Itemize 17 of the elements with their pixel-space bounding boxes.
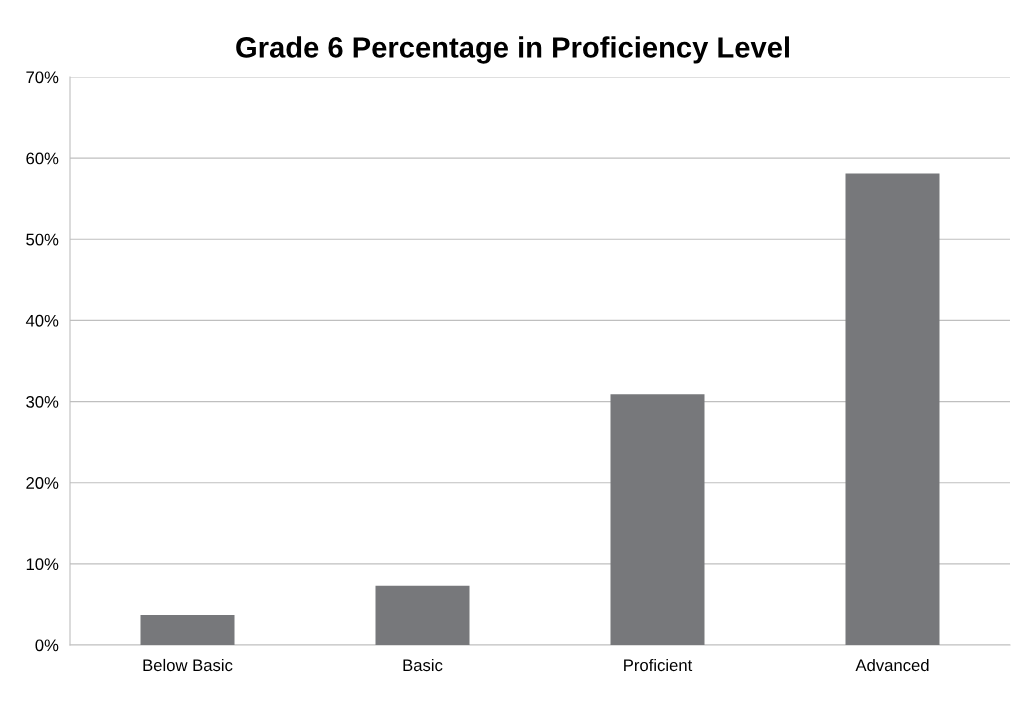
bar bbox=[845, 173, 940, 645]
x-tick-label: Below Basic bbox=[143, 658, 233, 672]
y-tick-label: 30% bbox=[26, 395, 59, 408]
x-tick-label: Proficient bbox=[624, 658, 693, 672]
y-tick-label: 20% bbox=[26, 477, 59, 489]
x-tick-label: Advanced bbox=[855, 658, 929, 672]
x-tick-label: Basic bbox=[403, 658, 443, 672]
y-tick-label: 60% bbox=[26, 152, 59, 165]
y-tick-label: 70% bbox=[26, 71, 59, 84]
bar bbox=[140, 614, 235, 645]
y-tick-label: 50% bbox=[26, 233, 59, 246]
bar bbox=[375, 585, 470, 645]
y-tick-label: 0% bbox=[35, 639, 59, 652]
y-tick-label: 40% bbox=[25, 314, 59, 327]
y-tick-label: 10% bbox=[26, 558, 59, 571]
chart-title: Grade 6 Percentage in Proficiency Level bbox=[236, 36, 789, 64]
bar bbox=[610, 394, 705, 645]
